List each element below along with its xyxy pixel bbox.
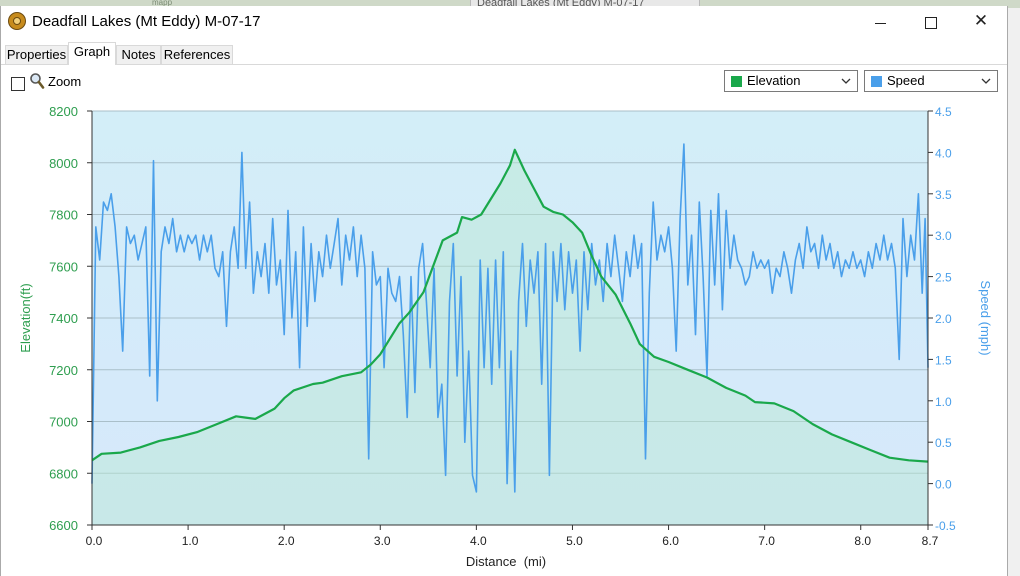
right-tick-label: -0.5 — [935, 519, 956, 533]
tab-bar: Properties Graph Notes References — [1, 38, 1007, 66]
minimize-icon — [875, 23, 886, 24]
x-tick-label: 3.0 — [374, 534, 391, 548]
elevation-area — [92, 149, 928, 526]
title-bar[interactable]: Deadfall Lakes (Mt Eddy) M-07-17 ✕ — [1, 6, 1007, 38]
close-icon: ✕ — [973, 11, 989, 30]
x-tick-label: 4.0 — [470, 534, 487, 548]
left-tick-label: 8200 — [49, 104, 78, 119]
maximize-button[interactable] — [907, 6, 953, 38]
left-tick-label: 7200 — [49, 363, 78, 378]
x-tick-label: 0.0 — [86, 534, 103, 548]
tab-divider — [1, 64, 1007, 65]
zoom-label: Zoom — [48, 74, 82, 89]
x-tick-label: 7.0 — [758, 534, 775, 548]
left-tick-label: 8000 — [49, 156, 78, 171]
elevation-speed-chart[interactable]: 6600 6800 7000 7200 7400 7600 7800 8000 8200 -0.… — [1, 104, 1007, 574]
maximize-icon — [925, 17, 937, 29]
chevron-down-icon — [841, 78, 851, 84]
tab-graph[interactable]: Graph — [68, 42, 116, 65]
right-series-value: Speed — [887, 73, 925, 88]
tab-notes[interactable]: Notes — [116, 45, 161, 64]
grid-lines — [92, 110, 928, 526]
minimize-button[interactable] — [858, 6, 904, 38]
background-window-tab[interactable]: Deadfall Lakes (Mt Eddy) M-07-17 — [470, 0, 700, 8]
left-tick-label: 7000 — [49, 415, 78, 430]
x-axis-tick-labels: 0.0 1.0 2.0 3.0 4.0 5.0 6.0 7.0 8.0 8.7 — [86, 534, 939, 548]
elevation-color-swatch — [731, 76, 742, 87]
x-tick-label: 8.7 — [922, 534, 939, 548]
window-title: Deadfall Lakes (Mt Eddy) M-07-17 — [32, 13, 261, 30]
left-tick-label: 7400 — [49, 311, 78, 326]
right-tick-label: 4.0 — [935, 146, 952, 160]
magnifier-icon — [30, 73, 45, 89]
left-tick-label: 6800 — [49, 466, 78, 481]
right-tick-label: 0.5 — [935, 436, 952, 450]
background-map-label: mapp — [152, 0, 173, 7]
right-tick-label: 1.5 — [935, 353, 952, 367]
left-tick-label: 7600 — [49, 259, 78, 274]
chevron-down-icon — [981, 78, 991, 84]
right-tick-label: 3.0 — [935, 229, 952, 243]
tab-references[interactable]: References — [161, 45, 233, 64]
right-tick-label: 4.5 — [935, 105, 952, 119]
right-tick-label: 3.5 — [935, 188, 952, 202]
zoom-checkbox[interactable] — [11, 77, 25, 91]
right-axis-label: Speed (mph) — [978, 280, 993, 355]
right-tick-label: 0.0 — [935, 478, 952, 492]
left-series-select[interactable]: Elevation — [724, 70, 858, 92]
left-tick-label: 6600 — [49, 518, 78, 533]
x-tick-label: 6.0 — [662, 534, 679, 548]
speed-series-line — [91, 143, 929, 493]
left-axis-label: Elevation(ft) — [18, 283, 33, 352]
close-button[interactable]: ✕ — [958, 6, 1004, 38]
axes — [87, 110, 933, 530]
left-series-value: Elevation — [747, 73, 801, 88]
compass-icon — [8, 12, 26, 30]
left-axis-tick-labels: 6600 6800 7000 7200 7400 7600 7800 8000 8200 — [49, 104, 78, 533]
x-tick-label: 8.0 — [854, 534, 871, 548]
graph-toolbar: Zoom Elevation Speed — [1, 66, 1007, 104]
right-tick-label: 2.0 — [935, 312, 952, 326]
x-tick-label: 1.0 — [182, 534, 199, 548]
left-tick-label: 7800 — [49, 208, 78, 223]
track-properties-window: Deadfall Lakes (Mt Eddy) M-07-17 ✕ Prope… — [0, 6, 1008, 576]
graph-panel: Zoom Elevation Speed — [1, 66, 1007, 576]
x-axis-label: Distance (mi) — [466, 554, 546, 569]
speed-color-swatch — [871, 76, 882, 87]
x-tick-label: 5.0 — [566, 534, 583, 548]
tab-properties[interactable]: Properties — [5, 45, 68, 64]
elevation-series-line — [91, 148, 929, 463]
right-tick-label: 2.5 — [935, 271, 952, 285]
right-series-select[interactable]: Speed — [864, 70, 998, 92]
right-axis-tick-labels: -0.5 0.0 0.5 1.0 1.5 2.0 2.5 3.0 3.5 4.0 4.5 — [935, 105, 956, 533]
x-tick-label: 2.0 — [278, 534, 295, 548]
right-tick-label: 1.0 — [935, 395, 952, 409]
